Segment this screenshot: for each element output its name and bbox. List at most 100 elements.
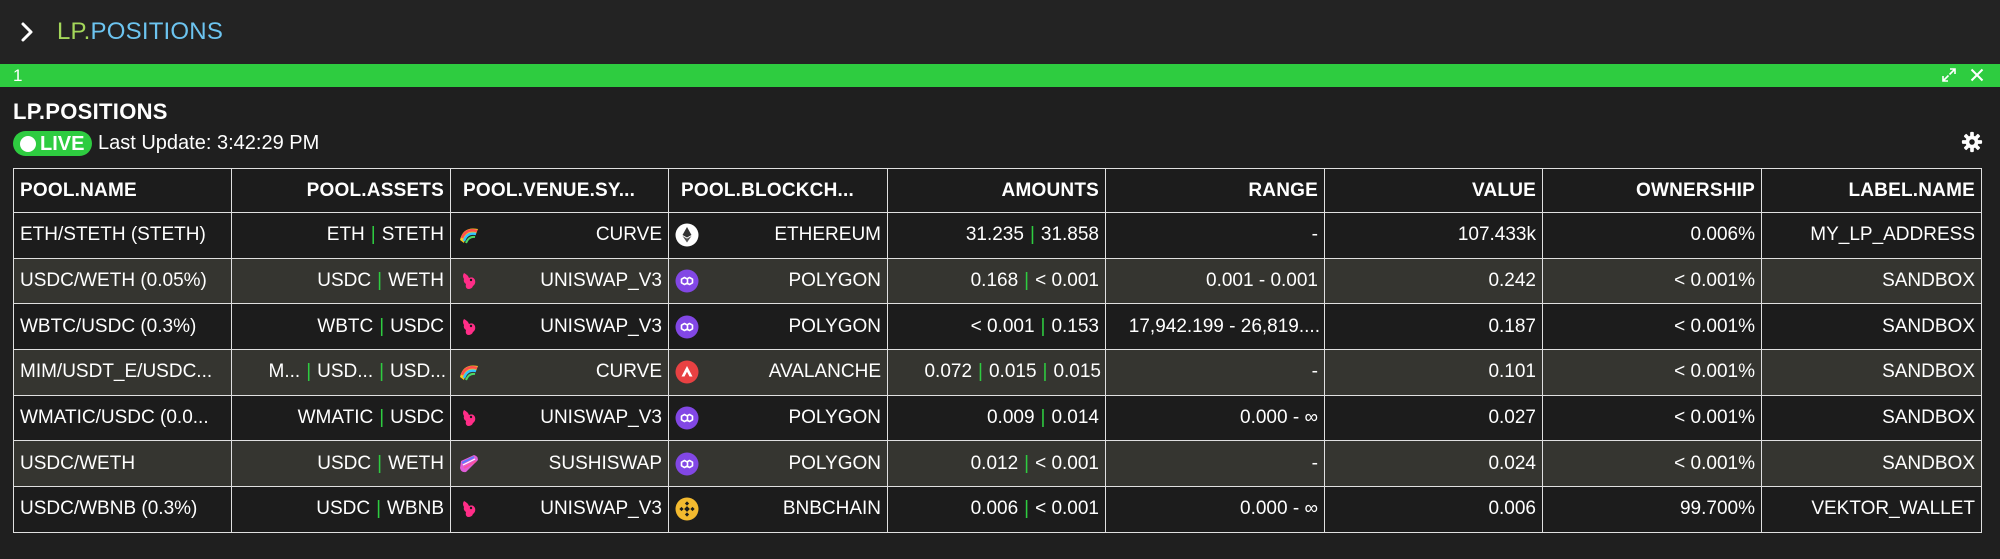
- cell-pool-venue: SUSHISWAP: [450, 440, 669, 488]
- table-row[interactable]: USDC/WETH USDC | WETH SUSHISWAP POLYGON 0.012 |…: [13, 440, 1982, 488]
- value-separator: |: [379, 407, 385, 429]
- table-row[interactable]: WMATIC/USDC (0.0... WMATIC | USDC UNISWAP_V3…: [13, 394, 1982, 442]
- cell-range: -: [1105, 212, 1325, 259]
- curve-icon: [457, 223, 481, 247]
- table-body: ETH/STETH (STETH) ETH | STETH CURVE ETHEREUM 3…: [13, 212, 1982, 533]
- cell-pool-venue: UNISWAP_V3: [450, 486, 669, 533]
- cell-pool-blockchain: POLYGON: [668, 440, 888, 488]
- asset-symbol: USD...: [317, 361, 374, 383]
- chain-wrapper: BNBCHAIN: [675, 497, 881, 521]
- cell-value: 0.024: [1324, 440, 1543, 488]
- venue-name: CURVE: [595, 224, 662, 246]
- cell-label-name: VEKTOR_WALLET: [1761, 486, 1982, 533]
- app-title-dot: .: [83, 18, 91, 45]
- table-row[interactable]: MIM/USDT_E/USDC... M... | USD... | USD... CURV…: [13, 349, 1982, 396]
- table-row[interactable]: WBTC/USDC (0.3%) WBTC | USDC UNISWAP_V3 POLYG…: [13, 303, 1982, 351]
- cell-label-name: SANDBOX: [1761, 349, 1982, 396]
- asset-symbol: USDC: [317, 452, 372, 474]
- app-title-positions: POSITIONS: [90, 18, 224, 45]
- cell-pool-assets: USDC | WETH: [231, 440, 451, 488]
- close-icon[interactable]: [1968, 66, 1986, 84]
- cell-pool-assets: ETH | STETH: [231, 212, 451, 259]
- table-row[interactable]: USDC/WETH (0.05%) USDC | WETH UNISWAP_V3 POLY…: [13, 257, 1982, 305]
- app-title-lp: LP: [57, 18, 84, 45]
- value-separator: |: [1040, 407, 1046, 429]
- cell-ownership: < 0.001%: [1542, 394, 1762, 442]
- column-header-pool-blockchain[interactable]: POOL.BLOCKCH...: [668, 168, 888, 213]
- venue-name: UNISWAP_V3: [540, 315, 662, 337]
- cell-pool-assets: WBTC | USDC: [231, 303, 451, 351]
- column-header-pool-name[interactable]: POOL.NAME: [13, 168, 232, 213]
- amount-value: 0.153: [1051, 315, 1099, 337]
- cell-pool-venue: UNISWAP_V3: [450, 257, 669, 305]
- panel-tab-number[interactable]: 1: [13, 66, 23, 85]
- value-separator: |: [376, 498, 381, 520]
- chain-wrapper: ETHEREUM: [675, 223, 881, 247]
- cell-pool-blockchain: ETHEREUM: [668, 212, 888, 259]
- cell-label-name: MY_LP_ADDRESS: [1761, 212, 1982, 259]
- venue-wrapper: UNISWAP_V3: [457, 315, 662, 339]
- lp-positions-table: POOL.NAME POOL.ASSETS POOL.VENUE.SY... POOL…: [13, 168, 1982, 533]
- cell-pool-assets: WMATIC | USDC: [231, 394, 451, 442]
- avalanche-icon: [675, 360, 699, 384]
- cell-pool-name: USDC/WETH: [13, 440, 232, 488]
- venue-wrapper: CURVE: [457, 360, 662, 384]
- expand-icon[interactable]: [1940, 66, 1958, 84]
- column-header-value[interactable]: VALUE: [1324, 168, 1543, 213]
- column-header-label-name[interactable]: LABEL.NAME: [1761, 168, 1982, 213]
- amount-value: 0.168: [970, 270, 1019, 292]
- value-separator: |: [1042, 361, 1048, 383]
- chain-wrapper: POLYGON: [675, 315, 881, 339]
- amount-value: 0.012: [970, 452, 1019, 474]
- cell-value: 0.187: [1324, 303, 1543, 351]
- table-row[interactable]: USDC/WBNB (0.3%) USDC | WBNB UNISWAP_V3 BNBCH…: [13, 486, 1982, 533]
- amount-value: 0.015: [988, 361, 1037, 383]
- asset-symbol: M...: [268, 361, 301, 383]
- venue-name: UNISWAP_V3: [540, 498, 662, 520]
- asset-symbol: WETH: [388, 270, 444, 292]
- cell-pool-venue: UNISWAP_V3: [450, 303, 669, 351]
- asset-symbol: USD...: [390, 361, 446, 383]
- value-separator: |: [1040, 315, 1046, 337]
- amount-value: < 0.001: [970, 315, 1035, 337]
- chain-name: POLYGON: [788, 407, 881, 429]
- venue-wrapper: UNISWAP_V3: [457, 497, 662, 521]
- venue-wrapper: UNISWAP_V3: [457, 406, 662, 430]
- cell-pool-name: WMATIC/USDC (0.0...: [13, 394, 232, 442]
- asset-symbol: WETH: [388, 452, 444, 474]
- value-separator: |: [1024, 270, 1030, 292]
- chevron-right-icon[interactable]: [16, 18, 40, 46]
- cell-label-name: SANDBOX: [1761, 440, 1982, 488]
- cell-label-name: SANDBOX: [1761, 394, 1982, 442]
- cell-range: 17,942.199 - 26,819....: [1105, 303, 1325, 351]
- asset-symbol: USDC: [316, 498, 371, 520]
- column-header-pool-venue[interactable]: POOL.VENUE.SY...: [450, 168, 669, 213]
- column-header-amounts[interactable]: AMOUNTS: [887, 168, 1106, 213]
- uniswap-icon: [457, 269, 481, 293]
- cell-amounts: 0.072 | 0.015 | 0.015: [887, 349, 1106, 396]
- polygon-icon: [675, 452, 699, 476]
- value-separator: |: [978, 361, 983, 383]
- cell-pool-name: MIM/USDT_E/USDC...: [13, 349, 232, 396]
- column-header-ownership[interactable]: OWNERSHIP: [1542, 168, 1762, 213]
- chain-name: ETHEREUM: [774, 224, 881, 246]
- uniswap-icon: [457, 406, 481, 430]
- gear-icon[interactable]: [1961, 131, 1983, 153]
- amount-value: 0.014: [1051, 407, 1099, 429]
- column-header-range[interactable]: RANGE: [1105, 168, 1325, 213]
- venue-name: UNISWAP_V3: [540, 407, 662, 429]
- cell-ownership: 0.006%: [1542, 212, 1762, 259]
- cell-value: 107.433k: [1324, 212, 1543, 259]
- cell-pool-venue: CURVE: [450, 212, 669, 259]
- column-header-pool-assets[interactable]: POOL.ASSETS: [231, 168, 451, 213]
- table-row[interactable]: ETH/STETH (STETH) ETH | STETH CURVE ETHEREUM 3…: [13, 212, 1982, 259]
- amount-value: < 0.001: [1035, 452, 1099, 474]
- cell-value: 0.101: [1324, 349, 1543, 396]
- uniswap-icon: [457, 315, 481, 339]
- amount-value: 31.235: [965, 224, 1024, 246]
- asset-symbol: USDC: [317, 270, 372, 292]
- polygon-icon: [675, 315, 699, 339]
- amount-value: 0.072: [924, 361, 973, 383]
- cell-ownership: < 0.001%: [1542, 440, 1762, 488]
- cell-amounts: 31.235 | 31.858: [887, 212, 1106, 259]
